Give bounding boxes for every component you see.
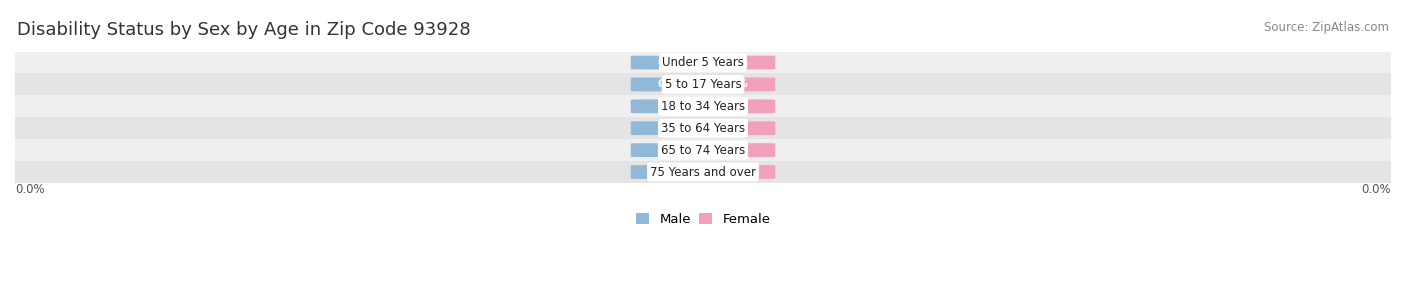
Text: 0.0%: 0.0% (658, 79, 686, 89)
Bar (15, 117, 1391, 139)
FancyBboxPatch shape (693, 56, 775, 70)
Text: 0.0%: 0.0% (15, 183, 45, 196)
Bar (15, 52, 1391, 74)
FancyBboxPatch shape (631, 56, 713, 70)
Text: 0.0%: 0.0% (720, 123, 748, 133)
FancyBboxPatch shape (693, 143, 775, 157)
Text: 18 to 34 Years: 18 to 34 Years (661, 100, 745, 113)
Bar (15, 139, 1391, 161)
Bar (15, 161, 1391, 183)
Text: 0.0%: 0.0% (720, 101, 748, 111)
Text: Source: ZipAtlas.com: Source: ZipAtlas.com (1264, 21, 1389, 34)
FancyBboxPatch shape (631, 165, 713, 179)
FancyBboxPatch shape (631, 99, 713, 113)
Bar (15, 95, 1391, 117)
Text: 65 to 74 Years: 65 to 74 Years (661, 144, 745, 156)
Text: 0.0%: 0.0% (720, 167, 748, 177)
FancyBboxPatch shape (693, 99, 775, 113)
Text: 0.0%: 0.0% (720, 145, 748, 155)
Text: Under 5 Years: Under 5 Years (662, 56, 744, 69)
Text: 5 to 17 Years: 5 to 17 Years (665, 78, 741, 91)
FancyBboxPatch shape (693, 121, 775, 135)
FancyBboxPatch shape (631, 143, 713, 157)
FancyBboxPatch shape (693, 165, 775, 179)
Text: 0.0%: 0.0% (658, 123, 686, 133)
Text: 0.0%: 0.0% (720, 79, 748, 89)
FancyBboxPatch shape (631, 121, 713, 135)
Bar (15, 74, 1391, 95)
Text: 0.0%: 0.0% (658, 101, 686, 111)
Text: 0.0%: 0.0% (658, 58, 686, 67)
Legend: Male, Female: Male, Female (636, 213, 770, 226)
FancyBboxPatch shape (631, 77, 713, 91)
Text: 35 to 64 Years: 35 to 64 Years (661, 122, 745, 135)
Text: 0.0%: 0.0% (658, 145, 686, 155)
Text: 0.0%: 0.0% (720, 58, 748, 67)
FancyBboxPatch shape (693, 77, 775, 91)
Text: 0.0%: 0.0% (1361, 183, 1391, 196)
Text: 0.0%: 0.0% (658, 167, 686, 177)
Text: Disability Status by Sex by Age in Zip Code 93928: Disability Status by Sex by Age in Zip C… (17, 21, 471, 39)
Text: 75 Years and over: 75 Years and over (650, 166, 756, 178)
